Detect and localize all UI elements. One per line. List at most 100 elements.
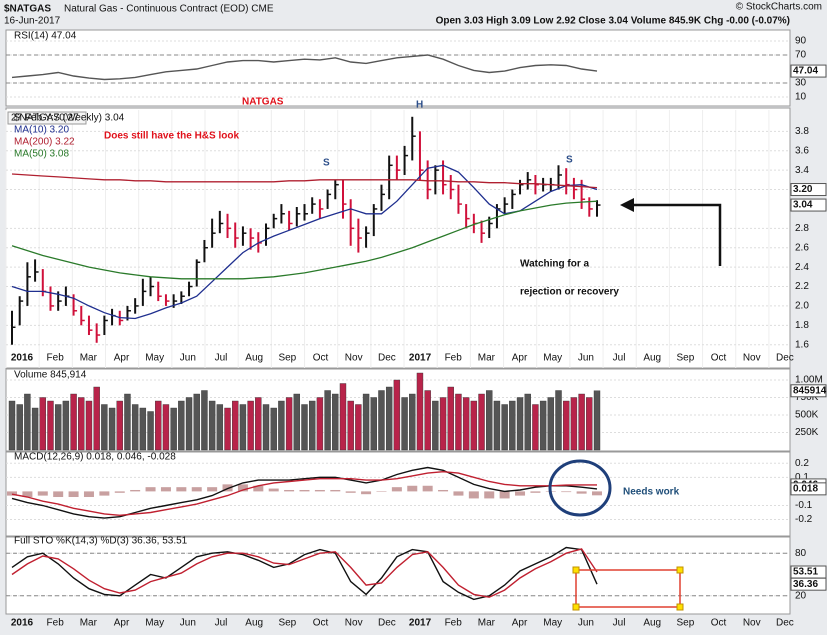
y-tick-label: 1.6	[795, 339, 809, 350]
x-tick-label: Nov	[345, 353, 363, 364]
volume-bar	[93, 386, 100, 451]
x-tick-label: Oct	[711, 618, 727, 629]
x-tick-label: Jun	[578, 618, 594, 629]
volume-bar	[501, 404, 508, 451]
histogram-bar	[391, 487, 402, 492]
volume-bar	[162, 404, 170, 451]
volume-bar	[293, 393, 301, 451]
x-tick-label: 2016	[11, 618, 34, 629]
y-tick-label: 90	[795, 36, 807, 47]
current-value-box	[790, 183, 827, 197]
y-tick-label: 2.6	[795, 242, 809, 253]
annotation-note: Does still have the H&S look	[104, 131, 239, 142]
x-tick-label: Apr	[114, 618, 130, 629]
histogram-bar	[345, 491, 356, 493]
x-tick-label: Aug	[245, 353, 263, 364]
volume-bar	[470, 400, 478, 451]
x-tick-label: Sep	[278, 618, 296, 629]
symbol: $NATGAS	[4, 4, 51, 15]
annotation-head: H	[416, 100, 423, 111]
volume-bar	[255, 397, 262, 451]
volume-bar	[131, 404, 139, 451]
histogram-bar	[422, 485, 433, 492]
volume-bar	[332, 393, 339, 451]
x-tick-label: Apr	[114, 353, 130, 364]
y-tick-label: 30	[795, 78, 807, 89]
y-tick-label: 500K	[795, 410, 819, 421]
volume-bar	[555, 390, 562, 451]
x-tick-label: Dec	[776, 618, 794, 629]
quote: Open 3.03 High 3.09 Low 2.92 Close 3.04 …	[436, 16, 790, 27]
volume-bar	[247, 400, 254, 451]
histogram-bar	[237, 484, 248, 492]
volume-bar	[570, 397, 578, 451]
volume-bar	[478, 393, 485, 451]
handle	[572, 603, 580, 611]
histogram-bar	[253, 485, 264, 492]
x-tick-label: Mar	[478, 618, 496, 629]
histogram-bar	[160, 487, 171, 492]
handle	[676, 566, 684, 574]
current-value-box	[790, 384, 827, 398]
handle	[572, 566, 580, 574]
x-tick-label: Apr	[512, 353, 528, 364]
volume-bar	[185, 397, 193, 451]
legend-entry: MA(50) 3.08	[14, 149, 69, 160]
volume-bar	[78, 397, 85, 451]
x-tick-label: Nov	[345, 618, 363, 629]
volume-bar	[524, 393, 531, 451]
x-tick-label: Oct	[711, 353, 727, 364]
x-tick-label: May	[145, 618, 164, 629]
volume-bar	[516, 397, 524, 451]
panel-legend: Volume 845,914	[14, 370, 87, 381]
volume-bar	[393, 379, 401, 451]
volume-bar	[308, 400, 316, 451]
y-tick-label: 70	[795, 50, 807, 61]
volume-bar	[270, 407, 277, 451]
y-tick-label: 1.8	[795, 320, 809, 331]
histogram-bar	[68, 491, 79, 498]
handle	[676, 603, 684, 611]
histogram-bar	[453, 491, 464, 496]
histogram-bar	[191, 487, 202, 492]
volume-bar	[539, 400, 547, 451]
moving-average	[11, 164, 598, 320]
x-tick-label: May	[543, 618, 562, 629]
volume-bar	[324, 390, 331, 451]
x-tick-label: Jul	[215, 618, 228, 629]
histogram-bar	[207, 487, 218, 492]
credit: © StockCharts.com	[736, 2, 822, 13]
volume-bar	[509, 400, 516, 451]
volume-bar	[316, 397, 324, 451]
histogram-bar	[576, 491, 587, 494]
current-value-label: 53.51	[793, 567, 818, 578]
indicator-line	[11, 470, 597, 517]
histogram-bar	[99, 491, 110, 496]
volume-bar	[39, 397, 46, 451]
volume-bar	[486, 390, 493, 451]
date: 16-Jun-2017	[4, 16, 61, 27]
volume-bar	[593, 390, 601, 451]
panel-legend: RSI(14) 47.04	[14, 31, 77, 42]
histogram-bar	[530, 491, 541, 493]
x-tick-label: Aug	[643, 353, 661, 364]
volume-bar	[116, 400, 123, 451]
annotation-macd: Needs work	[623, 487, 680, 498]
histogram-bar	[176, 487, 187, 492]
moving-average	[11, 173, 598, 189]
volume-bar	[462, 397, 470, 451]
volume-bar	[54, 404, 62, 451]
x-tick-label: Feb	[445, 353, 463, 364]
x-tick-label: Jun	[578, 353, 594, 364]
volume-bar	[416, 372, 424, 451]
volume-bar	[124, 393, 131, 451]
legend-entry: MA(10) 3.20	[14, 125, 69, 136]
x-tick-label: Jul	[613, 353, 626, 364]
x-tick-label: Sep	[677, 353, 695, 364]
indicator-line	[11, 546, 598, 601]
x-tick-label: Aug	[643, 618, 661, 629]
indicator-line	[11, 54, 598, 81]
x-tick-label: 2016	[11, 353, 34, 364]
y-tick-label: 80	[795, 548, 807, 559]
